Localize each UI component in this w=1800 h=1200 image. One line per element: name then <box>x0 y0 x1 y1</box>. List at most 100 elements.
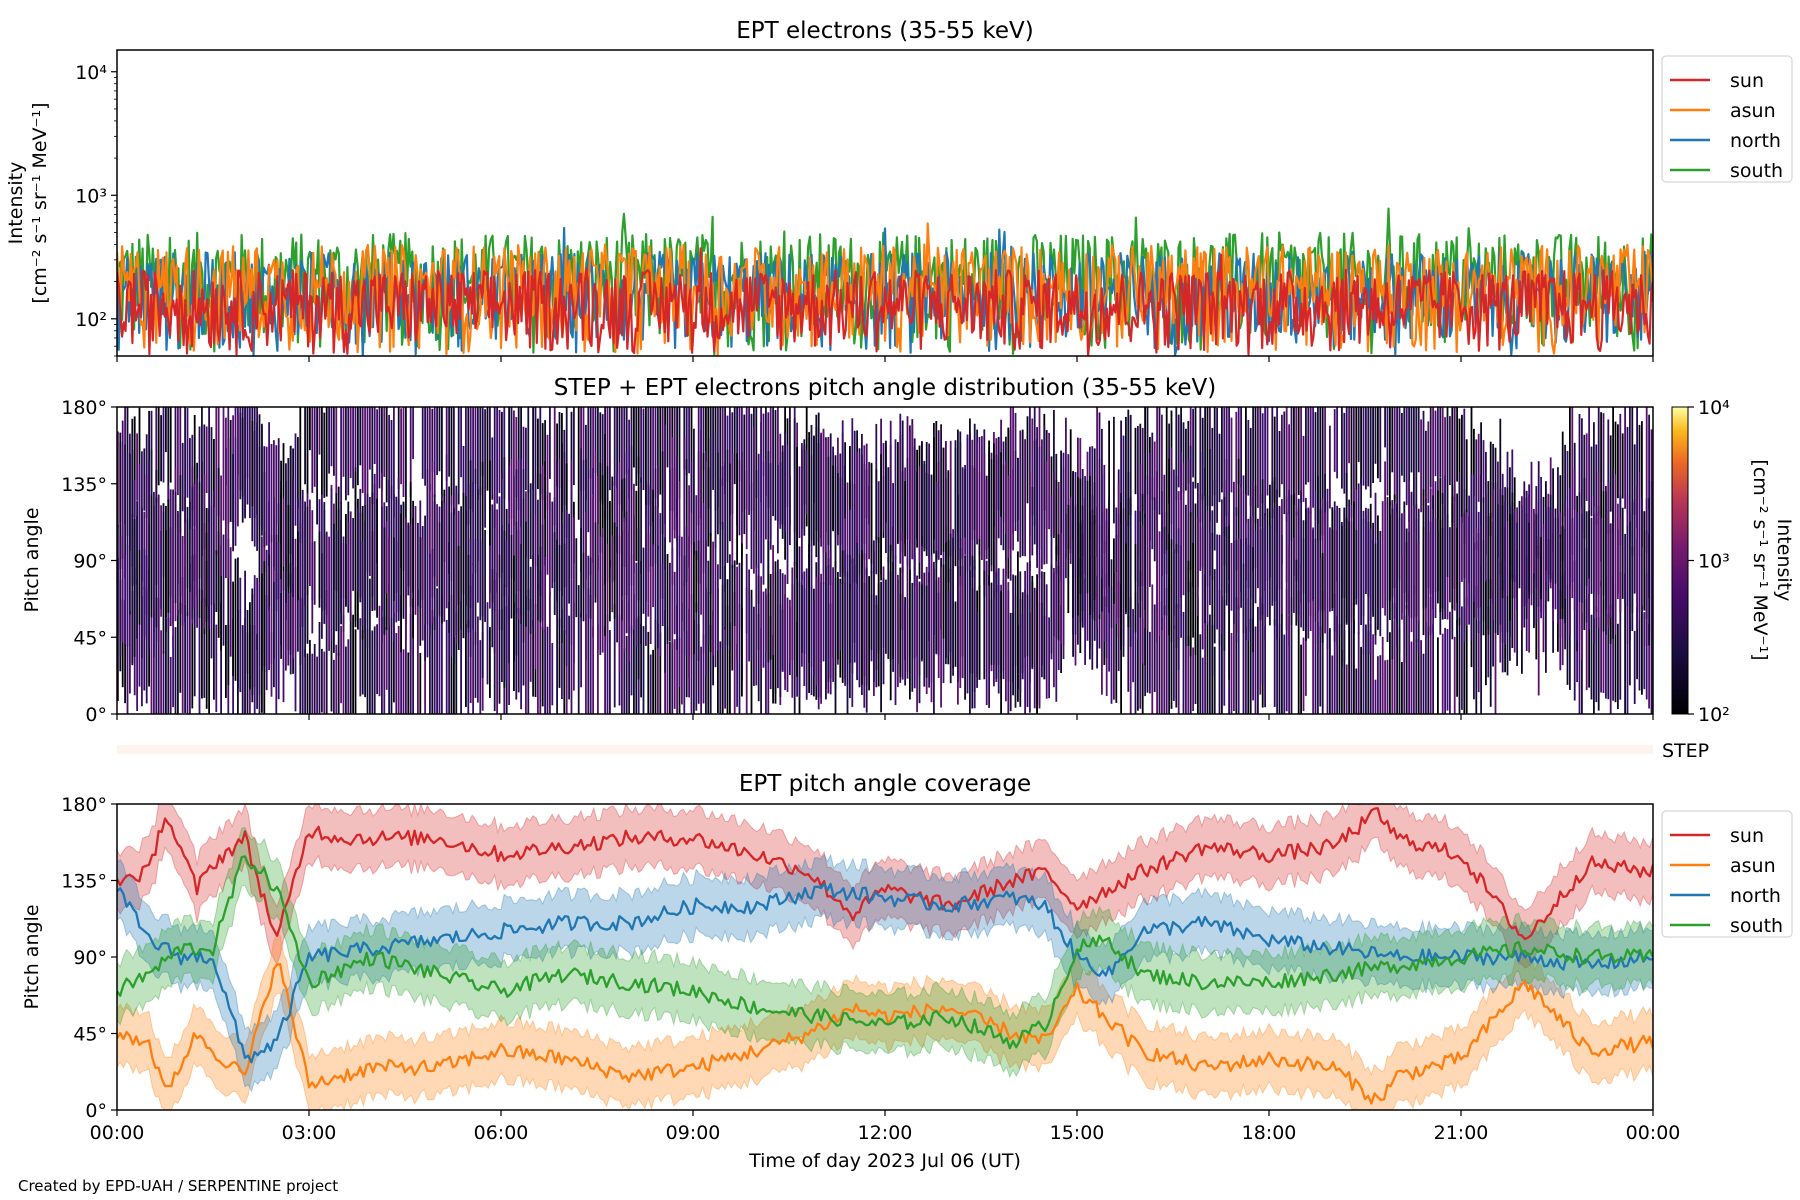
heatmap-cell <box>1029 407 1031 536</box>
heatmap-cell <box>359 407 362 466</box>
heatmap-cell <box>1461 606 1463 710</box>
heatmap-cell <box>645 407 647 516</box>
heatmap-cell <box>1506 520 1509 597</box>
heatmap-cell <box>1629 407 1631 539</box>
heatmap-cell <box>486 602 489 685</box>
heatmap-cell <box>273 581 275 688</box>
heatmap-cell <box>700 646 702 714</box>
heatmap-cell <box>205 532 208 607</box>
heatmap-cell <box>599 535 602 655</box>
heatmap-cell <box>1648 624 1650 709</box>
heatmap-cell <box>829 550 832 695</box>
heatmap-cell <box>349 511 352 622</box>
heatmap-cell <box>820 573 822 704</box>
heatmap-cell <box>733 560 736 626</box>
y-tick-label: 10⁴ <box>75 62 107 84</box>
heatmap-cell <box>1319 407 1322 541</box>
heatmap-cell <box>757 453 760 604</box>
heatmap-cell <box>510 458 513 578</box>
heatmap-cell <box>1278 431 1281 498</box>
heatmap-cell <box>549 492 551 597</box>
heatmap-cell <box>685 631 688 698</box>
heatmap-cell <box>697 451 700 584</box>
heatmap-cell <box>1309 505 1312 631</box>
heatmap-cell <box>597 554 599 650</box>
heatmap-cell <box>678 535 681 688</box>
heatmap-cell <box>1137 425 1139 558</box>
heatmap-cell <box>947 591 950 656</box>
heatmap-cell <box>124 444 126 579</box>
heatmap-cell <box>1213 569 1216 644</box>
heatmap-cell <box>1074 506 1077 635</box>
heatmap-cell <box>455 611 458 714</box>
heatmap-cell <box>220 475 222 577</box>
heatmap-cell <box>126 452 129 600</box>
heatmap-cell <box>124 600 126 704</box>
heatmap-cell <box>1120 420 1122 524</box>
heatmap-cell <box>191 555 194 709</box>
heatmap-cell <box>412 518 414 639</box>
heatmap-cell <box>846 482 849 578</box>
heatmap-cell <box>309 499 311 586</box>
heatmap-cell <box>1489 513 1492 599</box>
heatmap-cell <box>1091 509 1094 619</box>
heatmap-cell <box>729 407 731 516</box>
heatmap-cell <box>865 469 868 576</box>
heatmap-cell <box>460 506 462 630</box>
heatmap-cell <box>1050 494 1053 578</box>
heatmap-cell <box>1605 575 1607 699</box>
heatmap-cell <box>613 604 616 708</box>
heatmap-cell <box>431 461 434 598</box>
heatmap-cell <box>705 450 707 563</box>
heatmap-cell <box>1365 407 1367 490</box>
heatmap-cell <box>1403 615 1406 714</box>
heatmap-cell <box>1009 430 1012 581</box>
heatmap-cell <box>1465 597 1468 714</box>
heatmap-cell <box>1377 407 1379 479</box>
heatmap-cell <box>143 548 146 636</box>
heatmap-cell <box>239 577 242 693</box>
heatmap-cell <box>597 624 599 714</box>
heatmap-cell <box>918 581 921 704</box>
heatmap-cell <box>1458 616 1461 714</box>
heatmap-cell <box>1278 505 1281 638</box>
heatmap-cell <box>1607 419 1610 535</box>
heatmap-cell <box>409 614 412 714</box>
heatmap-cell <box>1194 503 1197 656</box>
heatmap-cell <box>779 569 782 697</box>
heatmap-cell <box>453 637 455 714</box>
heatmap-cell <box>325 589 328 714</box>
heatmap-cell <box>1223 496 1226 651</box>
heatmap-cell <box>145 474 148 615</box>
heatmap-cell <box>503 457 506 597</box>
heatmap-cell <box>1389 632 1391 714</box>
heatmap-cell <box>1489 579 1492 707</box>
heatmap-cell <box>851 559 854 707</box>
heatmap-cell <box>743 414 746 535</box>
heatmap-cell <box>642 408 645 490</box>
heatmap-cell <box>129 533 131 615</box>
heatmap-cell <box>503 407 506 499</box>
heatmap-cell <box>1125 543 1127 612</box>
heatmap-cell <box>1038 559 1041 709</box>
heatmap-cell <box>1141 618 1144 714</box>
heatmap-cell <box>1641 498 1643 612</box>
heatmap-cell <box>1144 407 1146 518</box>
heatmap-cell <box>1108 499 1110 587</box>
heatmap-cell <box>1165 549 1168 616</box>
legend-label-south: south <box>1730 160 1783 182</box>
heatmap-cell <box>349 612 352 714</box>
heatmap-cell <box>834 561 837 714</box>
heatmap-cell <box>1033 440 1036 545</box>
heatmap-cell <box>1621 433 1624 499</box>
heatmap-cell <box>841 550 844 683</box>
heatmap-cell <box>1408 407 1410 522</box>
heatmap-cell <box>791 584 794 661</box>
heatmap-cell <box>455 493 458 644</box>
heatmap-cell <box>1312 530 1314 600</box>
heatmap-cell <box>693 542 695 655</box>
heatmap-cell <box>995 572 998 679</box>
heatmap-cell <box>321 553 323 639</box>
heatmap-cell <box>1117 482 1120 638</box>
heatmap-cell <box>479 486 482 621</box>
